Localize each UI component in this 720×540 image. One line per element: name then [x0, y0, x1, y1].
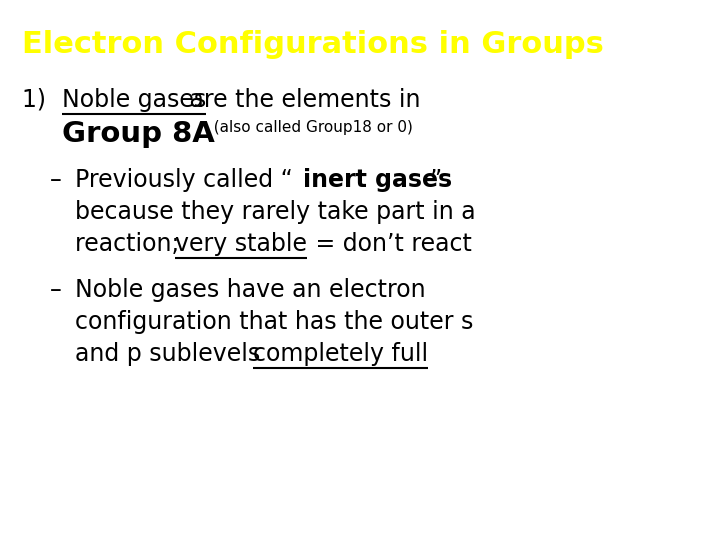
Text: (also called Group18 or 0): (also called Group18 or 0) [204, 120, 413, 135]
Text: 1): 1) [22, 88, 53, 112]
Text: Electron Configurations in Groups: Electron Configurations in Groups [22, 30, 604, 59]
Text: because they rarely take part in a: because they rarely take part in a [75, 200, 476, 224]
Text: ”: ” [430, 168, 442, 192]
Text: Group 8A: Group 8A [62, 120, 215, 148]
Text: Noble gases: Noble gases [62, 88, 206, 112]
Text: = don’t react: = don’t react [308, 232, 472, 256]
Text: are the elements in: are the elements in [182, 88, 420, 112]
Text: Noble gases have an electron: Noble gases have an electron [75, 278, 426, 302]
Text: –: – [50, 278, 62, 302]
Text: inert gases: inert gases [303, 168, 452, 192]
Text: configuration that has the outer s: configuration that has the outer s [75, 310, 473, 334]
Text: completely full: completely full [253, 342, 428, 366]
Text: –: – [50, 168, 62, 192]
Text: and p sublevels: and p sublevels [75, 342, 268, 366]
Text: Previously called “: Previously called “ [75, 168, 293, 192]
Text: very stable: very stable [175, 232, 307, 256]
Text: reaction;: reaction; [75, 232, 187, 256]
